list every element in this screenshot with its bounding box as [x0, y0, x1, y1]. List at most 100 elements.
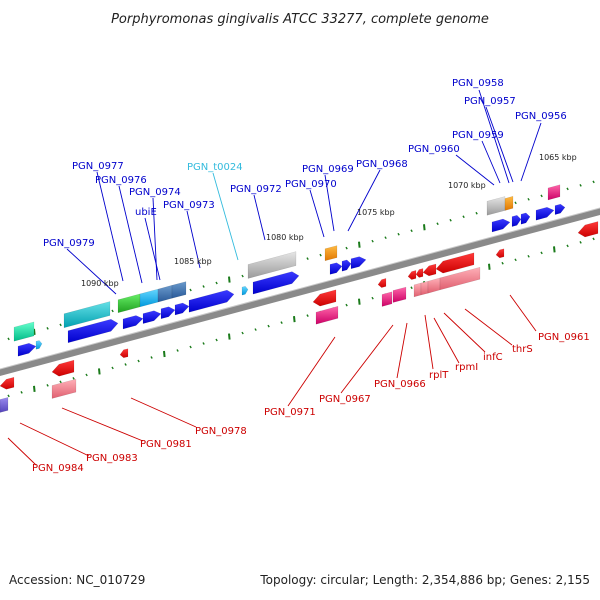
upper-track-tick	[410, 229, 413, 233]
upper-track-tick	[358, 241, 361, 248]
gene-arrow	[329, 262, 343, 275]
upper-track-tick	[33, 328, 36, 335]
gene-label[interactable]: thrS	[512, 344, 533, 355]
lower-track-tick	[98, 368, 101, 375]
lower-track-tick	[124, 363, 127, 366]
gene-label[interactable]: ubiE	[135, 207, 157, 218]
upper-track-tick	[215, 281, 218, 285]
gene-block	[139, 288, 159, 308]
gene-arrow	[415, 268, 424, 278]
gene-arrow	[520, 212, 531, 225]
gene-arrow	[495, 248, 505, 259]
gene-label[interactable]: PGN_0961	[538, 332, 590, 343]
scale-label: 1090 kbp	[81, 279, 119, 288]
gene-arrow	[17, 342, 37, 357]
gene-arrow	[577, 221, 599, 238]
trna-label[interactable]: PGN_t0024	[187, 162, 243, 173]
upper-track-tick	[228, 276, 231, 283]
gene-label[interactable]: PGN_0977	[72, 161, 124, 172]
trna-leader-line	[212, 172, 239, 261]
gene-label[interactable]: PGN_0976	[95, 175, 147, 186]
gene-arrow	[407, 270, 417, 280]
gene-label[interactable]: PGN_0981	[140, 439, 192, 450]
lower-track-tick	[514, 258, 517, 262]
lower-track-tick	[293, 316, 296, 323]
upper-track-tick	[579, 184, 582, 187]
gene-label[interactable]: PGN_0979	[43, 238, 95, 249]
upper-track-tick	[527, 197, 530, 201]
gene-arrow	[0, 376, 15, 390]
lower-track-tick	[137, 359, 140, 363]
backbone-highlight	[0, 207, 600, 370]
gene-label[interactable]: infC	[483, 352, 503, 363]
lower-track-tick	[345, 303, 348, 307]
gene-label[interactable]: PGN_0978	[195, 426, 247, 437]
gene-arrow	[67, 318, 119, 344]
lower-track-tick	[566, 244, 569, 248]
gene-block	[427, 277, 441, 294]
gene-label[interactable]: PGN_0958	[452, 78, 504, 89]
lower-track-tick	[241, 331, 244, 335]
gene-arrow	[174, 302, 190, 316]
gene-label[interactable]: PGN_0972	[230, 184, 282, 195]
gene-block	[171, 281, 187, 299]
gene-label[interactable]: rpmI	[455, 362, 478, 373]
lower-track-tick	[59, 380, 62, 384]
gene-label[interactable]: PGN_0957	[464, 96, 516, 107]
gene-label[interactable]: PGN_0968	[356, 159, 408, 170]
gene-arrow	[35, 340, 43, 350]
lower-track-tick	[553, 246, 556, 253]
gene-label[interactable]: PGN_0956	[515, 111, 567, 122]
gene-label[interactable]: PGN_0974	[129, 187, 181, 198]
gene-block	[315, 305, 339, 325]
lower-track-tick	[85, 373, 88, 377]
upper-track-tick	[384, 236, 387, 240]
upper-track-tick	[7, 337, 10, 341]
lower-track-tick	[410, 286, 413, 290]
gene-label[interactable]: PGN_0984	[32, 463, 84, 474]
gene-label[interactable]: PGN_0966	[374, 379, 426, 390]
upper-track-tick	[397, 232, 400, 236]
lower-track-tick	[111, 366, 114, 370]
gene-arrow	[350, 256, 367, 270]
lower-track-tick	[306, 314, 309, 317]
gene-arrow	[312, 289, 337, 307]
upper-track-tick	[566, 187, 569, 191]
upper-track-tick	[46, 327, 49, 330]
gene-label[interactable]: PGN_0970	[285, 179, 337, 190]
trna-marker	[241, 285, 249, 296]
gene-label[interactable]: PGN_0983	[86, 453, 138, 464]
gene-label[interactable]: rplT	[429, 370, 449, 381]
gene-arrow	[160, 306, 176, 320]
gene-block	[157, 284, 173, 303]
gene-label[interactable]: PGN_0960	[408, 144, 460, 155]
lower-track-tick	[215, 338, 218, 342]
gene-block	[547, 184, 561, 201]
gene-block	[504, 195, 514, 211]
gene-block	[420, 280, 429, 296]
gene-block	[51, 378, 77, 399]
gene-arrow	[554, 203, 566, 215]
gene-arrow	[422, 263, 437, 277]
upper-track-tick	[423, 224, 426, 231]
gene-label[interactable]: PGN_0971	[264, 407, 316, 418]
accession-text: Accession: NC_010729	[9, 573, 146, 587]
map-title: Porphyromonas gingivalis ATCC 33277, com…	[111, 12, 489, 27]
gene-arrow	[188, 289, 235, 313]
gene-block	[324, 245, 338, 262]
gene-label[interactable]: PGN_0973	[163, 200, 215, 211]
genome-backbone	[0, 208, 600, 376]
gene-label[interactable]: PGN_0967	[319, 394, 371, 405]
bottom-leader-lines	[7, 294, 537, 466]
gene-label[interactable]: PGN_0959	[452, 130, 504, 141]
gene-label[interactable]: PGN_0969	[302, 164, 354, 175]
gene-arrow	[535, 206, 555, 221]
upper-track-tick	[306, 257, 309, 260]
top-leader-lines	[66, 89, 542, 295]
gene-block	[392, 286, 407, 303]
upper-track-tick	[202, 285, 205, 288]
lower-track-tick	[358, 298, 361, 305]
gene-arrow	[252, 271, 300, 295]
lower-track-tick	[592, 237, 595, 241]
